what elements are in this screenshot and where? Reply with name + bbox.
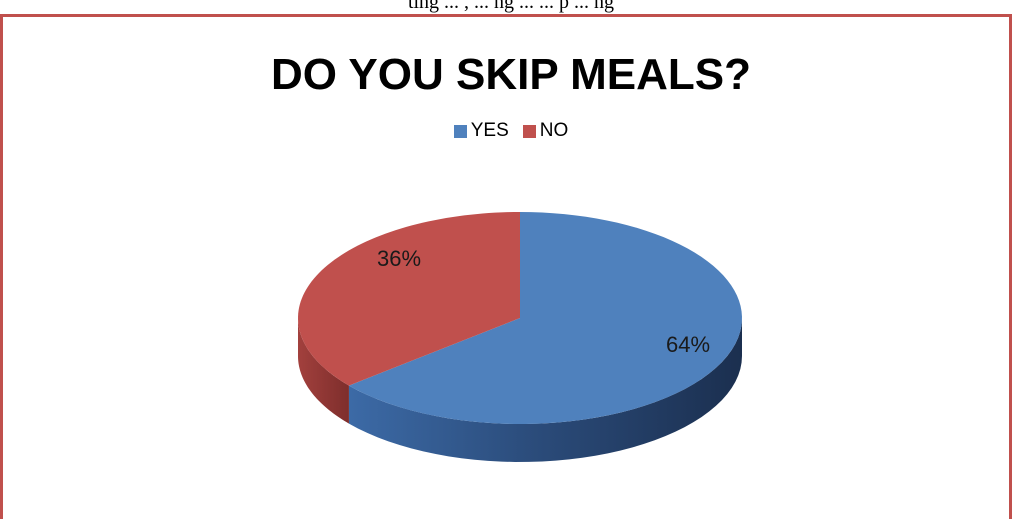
data-label-yes: 64% [666,332,710,357]
chart-frame [0,14,1012,519]
legend-label-yes: YES [470,120,509,141]
legend-swatch-yes [453,124,467,138]
legend-swatch-no [522,124,536,138]
legend-item-yes: YES [453,120,509,142]
data-label-no: 36% [377,246,421,271]
page-top-text: ting ... , ... ng ... ... p ... ng [407,0,615,13]
pie-side-yes [348,318,742,462]
pie-slice-yes [348,212,742,424]
legend-label-no: NO [539,120,569,141]
pie-slice-no [298,212,520,386]
legend-item-no: NO [522,120,569,142]
pie-side-no [298,318,349,424]
chart-legend: YES NO [0,120,1022,142]
chart-title: DO YOU SKIP MEALS? [270,50,751,99]
